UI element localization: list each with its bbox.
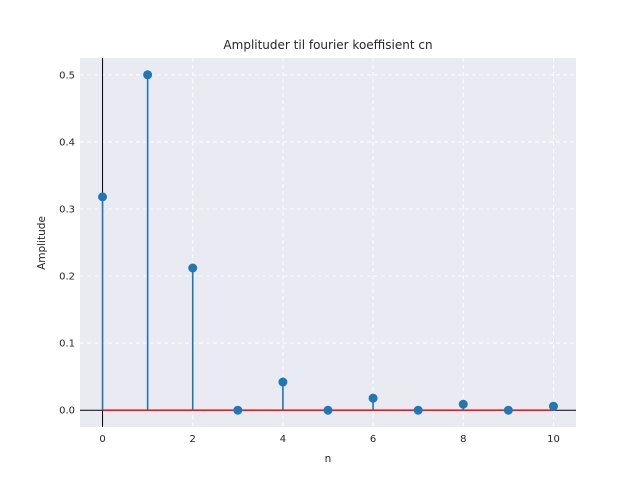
stem-marker: [278, 377, 288, 387]
y-tick-labels: 0.0 0.1 0.2 0.3 0.4 0.5: [59, 70, 75, 416]
stem-marker: [143, 70, 153, 80]
y-tick-label: 0.0: [59, 406, 75, 417]
x-tick-label: 8: [460, 434, 466, 445]
markers: [98, 70, 558, 415]
x-axis-label: n: [325, 453, 332, 465]
y-tick-label: 0.1: [59, 339, 75, 350]
y-tick-label: 0.3: [59, 204, 75, 215]
stem-marker: [548, 401, 558, 411]
plot-background: [80, 58, 576, 427]
x-tick-label: 6: [370, 434, 376, 445]
stem-marker: [503, 405, 513, 415]
x-tick-label: 0: [99, 434, 105, 445]
stem-marker: [188, 263, 198, 273]
x-tick-label: 10: [547, 434, 560, 445]
stem-marker: [413, 405, 423, 415]
stem-marker: [323, 405, 333, 415]
y-tick-label: 0.2: [59, 272, 75, 283]
x-tick-label: 2: [190, 434, 196, 445]
x-tick-label: 4: [280, 434, 286, 445]
stem-marker: [368, 393, 378, 403]
y-tick-label: 0.5: [59, 70, 75, 81]
y-tick-label: 0.4: [59, 137, 75, 148]
y-axis-label: Amplitude: [36, 216, 48, 270]
stem-marker: [458, 399, 468, 409]
chart-title: Amplituder til fourier koeffisient cn: [223, 38, 432, 52]
x-tick-labels: 0 2 4 6 8 10: [99, 434, 559, 445]
stem-marker: [233, 405, 243, 415]
stem-marker: [98, 192, 108, 202]
